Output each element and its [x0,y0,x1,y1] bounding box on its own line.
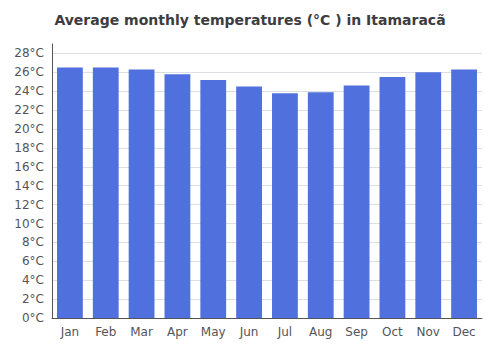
svg-text:16°C: 16°C [14,160,44,174]
svg-text:8°C: 8°C [22,235,44,249]
svg-text:28°C: 28°C [14,46,44,60]
svg-text:Oct: Oct [382,325,403,339]
svg-text:26°C: 26°C [14,65,44,79]
svg-text:14°C: 14°C [14,179,44,193]
svg-text:Feb: Feb [95,325,116,339]
svg-text:6°C: 6°C [22,254,44,268]
svg-text:20°C: 20°C [14,122,44,136]
svg-text:Jan: Jan [60,325,80,339]
svg-text:Jul: Jul [277,325,292,339]
svg-text:10°C: 10°C [14,217,44,231]
svg-text:May: May [201,325,226,339]
svg-text:Mar: Mar [130,325,153,339]
svg-text:4°C: 4°C [22,273,44,287]
svg-text:Apr: Apr [167,325,188,339]
svg-text:18°C: 18°C [14,141,44,155]
svg-text:12°C: 12°C [14,198,44,212]
svg-text:Aug: Aug [309,325,332,339]
svg-text:0°C: 0°C [22,311,44,325]
svg-text:2°C: 2°C [22,292,44,306]
svg-text:Sep: Sep [345,325,368,339]
svg-text:Nov: Nov [417,325,440,339]
svg-text:24°C: 24°C [14,84,44,98]
svg-text:Dec: Dec [452,325,475,339]
svg-text:Average monthly temperatures (: Average monthly temperatures (°C ) in It… [54,12,445,28]
svg-text:Jun: Jun [239,325,259,339]
svg-text:22°C: 22°C [14,103,44,117]
